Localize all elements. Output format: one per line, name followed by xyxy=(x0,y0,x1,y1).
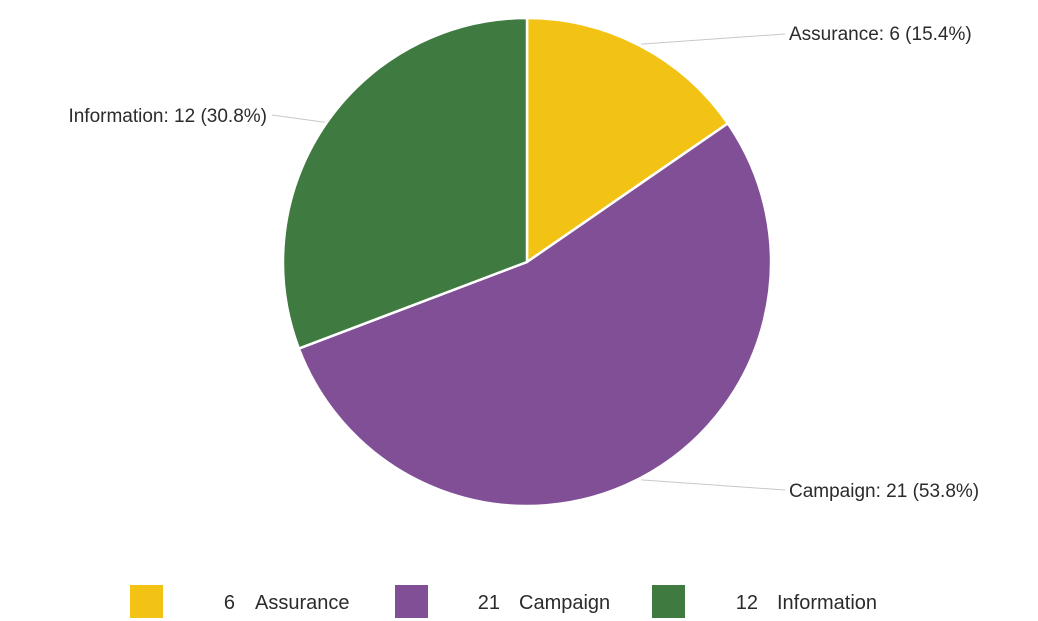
leader-line-assurance xyxy=(641,33,786,45)
legend-label-information: Information xyxy=(777,592,877,614)
legend-count-campaign: 21 xyxy=(478,592,500,614)
legend-item-campaign: 21 Campaign xyxy=(395,585,610,618)
leader-line-information xyxy=(271,114,325,123)
leader-lines xyxy=(271,33,786,491)
legend-item-assurance: 6 Assurance xyxy=(130,585,350,618)
legend-count-assurance: 6 xyxy=(224,592,235,614)
legend-label-assurance: Assurance xyxy=(255,592,350,614)
legend-label-campaign: Campaign xyxy=(519,592,610,614)
pie-slice-assurance xyxy=(525,16,730,264)
pie-slice-information xyxy=(281,16,529,350)
legend-swatch-assurance xyxy=(130,585,163,618)
pie-slice-campaign xyxy=(297,122,773,508)
legend-swatch-campaign xyxy=(395,585,428,618)
leader-line-campaign xyxy=(641,479,786,491)
pie-slices xyxy=(281,16,773,508)
slice-label-campaign: Campaign: 21 (53.8%) xyxy=(789,481,979,502)
slice-label-information: Information: 12 (30.8%) xyxy=(68,106,267,127)
legend: 6 Assurance 21 Campaign 12 Information xyxy=(130,585,877,618)
slice-label-assurance: Assurance: 6 (15.4%) xyxy=(789,24,972,45)
legend-item-information: 12 Information xyxy=(652,585,877,618)
legend-count-information: 12 xyxy=(736,592,758,614)
legend-swatch-information xyxy=(652,585,685,618)
